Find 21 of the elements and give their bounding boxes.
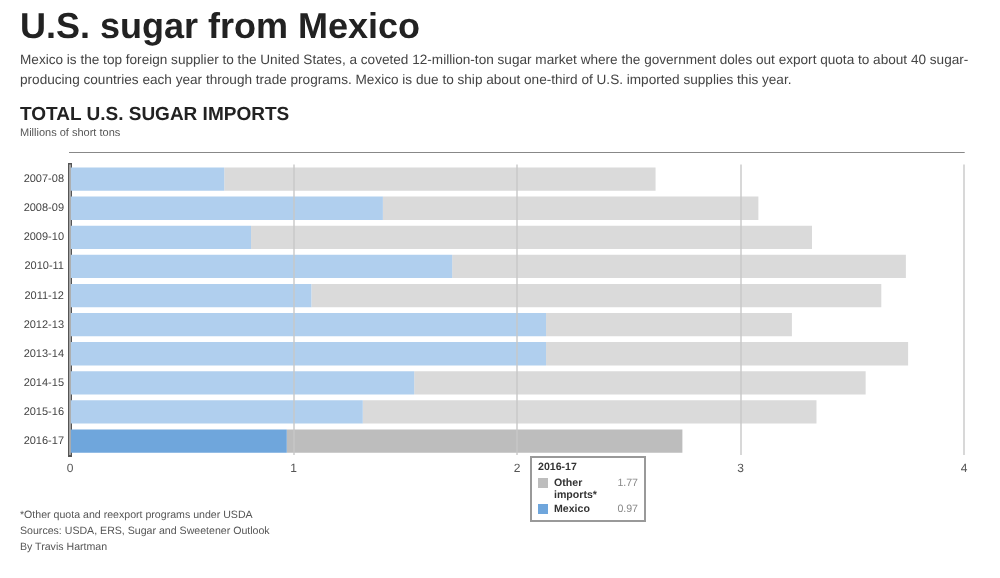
chart-title: U.S. sugar from Mexico: [20, 6, 421, 48]
bar: [382, 196, 759, 220]
bar: [70, 283, 312, 308]
bar: [362, 400, 817, 424]
bar: [70, 342, 547, 366]
bar: [224, 167, 656, 191]
bar: [70, 313, 547, 337]
bar: [70, 254, 453, 279]
bar: [70, 429, 287, 453]
bar: [414, 371, 866, 395]
text: TOTAL U.S. SUGAR IMPORTS: [20, 104, 290, 126]
bar: [70, 371, 415, 395]
bar: [546, 313, 792, 337]
bar: [70, 167, 225, 191]
bar: [70, 196, 383, 220]
bar: [70, 400, 363, 424]
bar: [452, 254, 906, 279]
bar: [251, 225, 813, 249]
bar: [546, 342, 909, 366]
bar: [70, 225, 252, 249]
bar: [311, 283, 882, 308]
